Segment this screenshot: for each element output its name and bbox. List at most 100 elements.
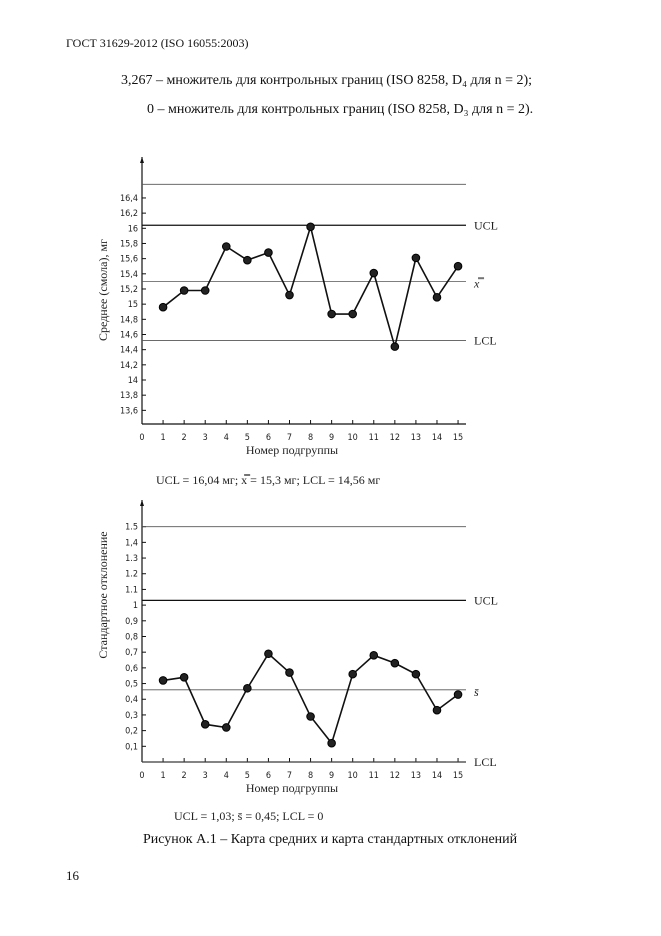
y-tick-label: 1.5 — [125, 523, 138, 533]
reference-line-label: LCL — [474, 755, 497, 769]
x-tick-label: 15 — [453, 433, 463, 443]
y-tick-label: 14,4 — [120, 346, 138, 356]
x-tick-label: 2 — [182, 771, 187, 781]
data-point — [264, 248, 273, 257]
y-tick-label: 13,6 — [120, 406, 138, 416]
data-point — [221, 242, 231, 251]
y-tick-label: 1.2 — [125, 570, 138, 580]
x-tick-label: 3 — [203, 771, 208, 781]
chart-summary: UCL = 16,04 мг; x̿ = 15,3 мг; LCL = 14,5… — [156, 473, 380, 487]
y-tick-label: 15 — [128, 300, 138, 310]
x-tick-label: 11 — [369, 433, 379, 443]
data-point — [306, 222, 315, 232]
data-point — [411, 669, 421, 679]
y-tick-label: 14,2 — [120, 361, 138, 371]
y-tick-label: 14,6 — [120, 330, 138, 340]
reference-line-label: UCL — [474, 593, 498, 607]
x-tick-label: 10 — [348, 771, 358, 781]
x-tick-label: 9 — [329, 771, 334, 781]
data-point — [221, 723, 231, 732]
y-tick-label: 0,1 — [125, 742, 138, 752]
reference-line-label: x̿ — [473, 276, 484, 290]
y-tick-label: 16,4 — [120, 194, 138, 204]
x-tick-label: 5 — [245, 771, 250, 781]
x-tick-label: 4 — [224, 771, 229, 781]
y-tick-label: 0,9 — [125, 617, 138, 627]
y-axis-label: Среднее (смола), мг — [96, 239, 110, 341]
y-axis-arrow — [140, 157, 144, 163]
y-tick-label: 0,2 — [125, 727, 138, 737]
reference-line-label: UCL — [474, 218, 498, 232]
x-tick-label: 1 — [160, 771, 165, 781]
x-tick-label: 8 — [308, 433, 313, 443]
data-point — [327, 738, 336, 748]
x-tick-label: 2 — [182, 433, 187, 443]
y-tick-label: 0,5 — [125, 680, 138, 690]
y-tick-label: 15,2 — [120, 285, 138, 295]
data-point — [369, 651, 379, 660]
data-point — [243, 683, 252, 693]
data-point — [179, 286, 189, 295]
y-tick-label: 0,8 — [125, 632, 138, 642]
data-point — [285, 668, 294, 677]
x-tick-label: 7 — [287, 771, 292, 781]
data-point — [432, 705, 442, 715]
x-tick-label: 0 — [139, 771, 144, 781]
y-tick-label: 16,2 — [120, 209, 138, 219]
reference-line-label: LCL — [474, 334, 497, 348]
y-tick-label: 13,8 — [120, 391, 138, 401]
y-tick-label: 1.1 — [125, 585, 138, 595]
data-point — [390, 342, 400, 351]
x-tick-label: 9 — [329, 433, 334, 443]
x-tick-label: 5 — [245, 433, 250, 443]
y-tick-label: 1 — [133, 601, 138, 611]
x-tick-label: 15 — [453, 771, 463, 781]
y-tick-label: 15,4 — [120, 270, 138, 280]
x-axis-label: Номер подгруппы — [246, 443, 338, 457]
x-tick-label: 1 — [160, 433, 165, 443]
x-tick-label: 8 — [308, 771, 313, 781]
text-line-1: 3,267 – множитель для контрольных границ… — [121, 73, 533, 88]
x-tick-label: 6 — [266, 433, 271, 443]
y-tick-label: 15,8 — [120, 239, 138, 249]
data-point — [158, 302, 168, 312]
data-point — [390, 658, 400, 668]
data-point — [200, 720, 210, 729]
data-point — [327, 309, 336, 319]
y-tick-label: 0,7 — [125, 648, 138, 658]
x-tick-label: 14 — [432, 433, 442, 443]
data-point — [432, 293, 442, 302]
x-tick-label: 3 — [203, 433, 208, 443]
y-tick-label: 14 — [128, 376, 138, 386]
y-tick-label: 0,4 — [125, 695, 138, 705]
chart-summary: UCL = 1,03; s̄ = 0,45; LCL = 0 — [174, 809, 323, 823]
text-line-2: 0 – множитель для контрольных границ (IS… — [147, 102, 534, 117]
y-tick-label: 0,3 — [125, 711, 138, 721]
data-point — [453, 690, 463, 699]
y-axis-label: Стандартное отклонение — [96, 531, 110, 658]
data-line — [162, 223, 459, 350]
x-axis-label: Номер подгруппы — [246, 781, 338, 795]
reference-line-label: s̄ — [474, 685, 479, 699]
y-tick-label: 1.3 — [125, 554, 138, 564]
y-tick-label: 0,6 — [125, 664, 138, 674]
data-point — [158, 676, 168, 685]
doc-header: ГОСТ 31629-2012 (ISO 16055:2003) — [66, 36, 249, 50]
x-tick-label: 14 — [432, 771, 442, 781]
x-tick-label: 6 — [266, 771, 271, 781]
x-tick-label: 10 — [348, 433, 358, 443]
data-point — [369, 268, 379, 278]
data-point — [243, 255, 252, 265]
page-number: 16 — [66, 868, 79, 883]
data-point — [348, 669, 358, 679]
x-tick-label: 4 — [224, 433, 229, 443]
y-tick-label: 14,8 — [120, 315, 138, 325]
x-tick-label: 11 — [369, 771, 379, 781]
data-point — [200, 286, 210, 295]
data-point — [453, 261, 463, 271]
x-tick-label: 13 — [411, 433, 421, 443]
y-tick-label: 1,4 — [125, 538, 138, 548]
data-point — [285, 290, 294, 300]
